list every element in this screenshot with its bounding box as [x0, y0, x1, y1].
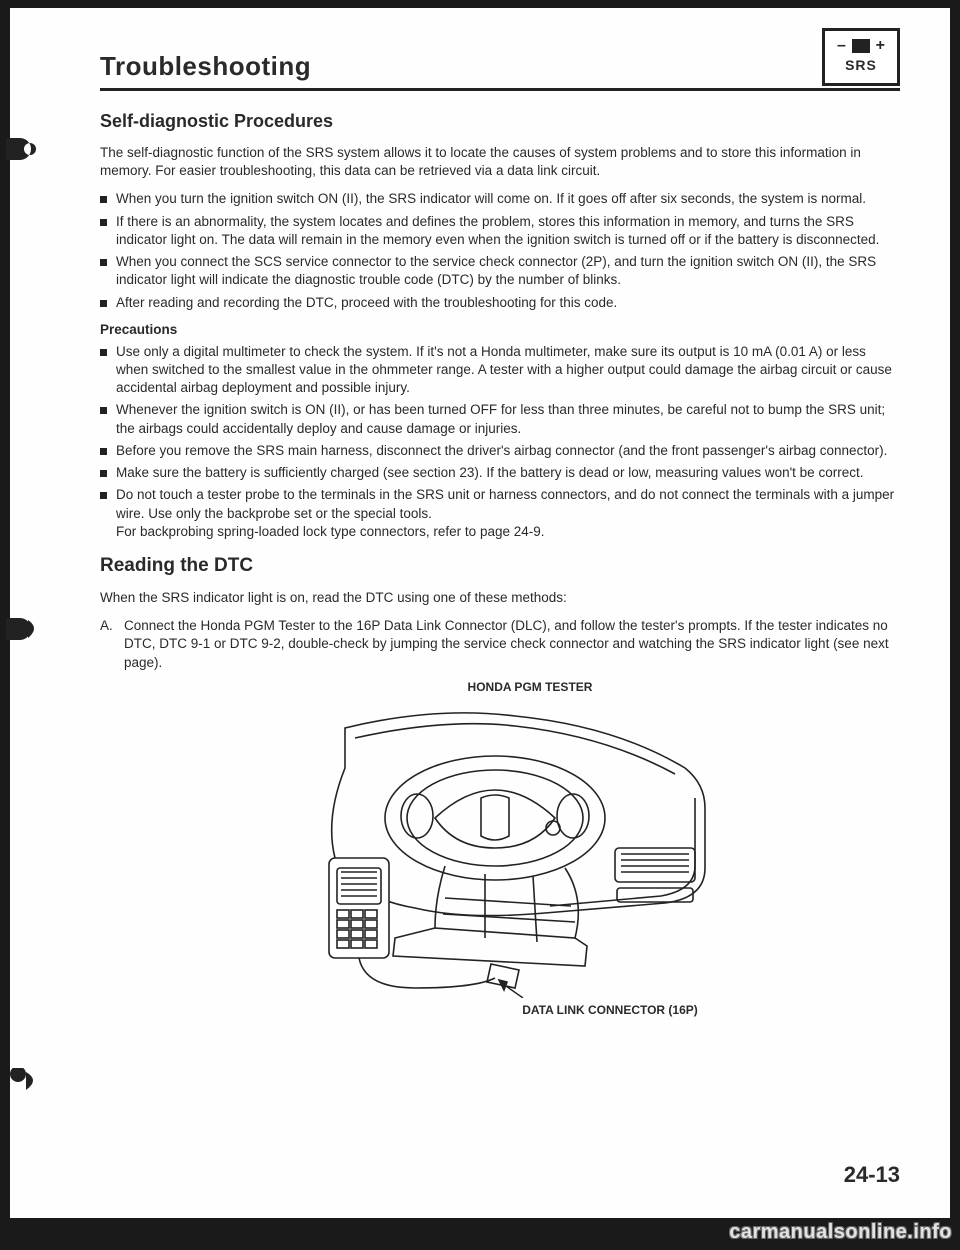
bullet-list: When you turn the ignition switch ON (II… [100, 190, 900, 311]
page-title: Troubleshooting [100, 51, 311, 82]
precautions-list: Use only a digital multimeter to check t… [100, 343, 900, 541]
figure-label-bottom: DATA LINK CONNECTOR (16P) [320, 1003, 900, 1017]
lettered-label: A. [100, 617, 124, 672]
precautions-heading: Precautions [100, 322, 900, 337]
bullet-item: Make sure the battery is sufficiently ch… [100, 464, 900, 482]
intro-paragraph: The self-diagnostic function of the SRS … [100, 144, 900, 180]
margin-mark-icon [4, 1068, 44, 1094]
bullet-item: Before you remove the SRS main harness, … [100, 442, 900, 460]
bullet-item: Do not touch a tester probe to the termi… [100, 486, 900, 541]
srs-label: SRS [845, 57, 877, 73]
srs-icon: – + SRS [822, 28, 900, 86]
bullet-item: If there is an abnormality, the system l… [100, 213, 900, 249]
section-heading: Reading the DTC [100, 555, 900, 577]
page-number: 24-13 [844, 1162, 900, 1188]
bullet-item: When you turn the ignition switch ON (II… [100, 190, 900, 208]
margin-mark-icon [4, 136, 44, 162]
bullet-item: After reading and recording the DTC, pro… [100, 294, 900, 312]
srs-plus: + [876, 37, 885, 55]
section-heading: Self-diagnostic Procedures [100, 111, 900, 132]
bullet-item: When you connect the SCS service connect… [100, 253, 900, 289]
srs-minus: – [837, 37, 846, 55]
lettered-text: Connect the Honda PGM Tester to the 16P … [124, 617, 900, 672]
lettered-item: A. Connect the Honda PGM Tester to the 1… [100, 617, 900, 672]
intro-paragraph: When the SRS indicator light is on, read… [100, 589, 900, 607]
bullet-item: Whenever the ignition switch is ON (II),… [100, 401, 900, 437]
figure: HONDA PGM TESTER [100, 680, 900, 1017]
dashboard-diagram [285, 698, 715, 998]
bullet-item: Use only a digital multimeter to check t… [100, 343, 900, 398]
watermark: carmanualsonline.info [729, 1221, 952, 1244]
figure-label-top: HONDA PGM TESTER [160, 680, 900, 694]
margin-mark-icon [4, 616, 44, 642]
